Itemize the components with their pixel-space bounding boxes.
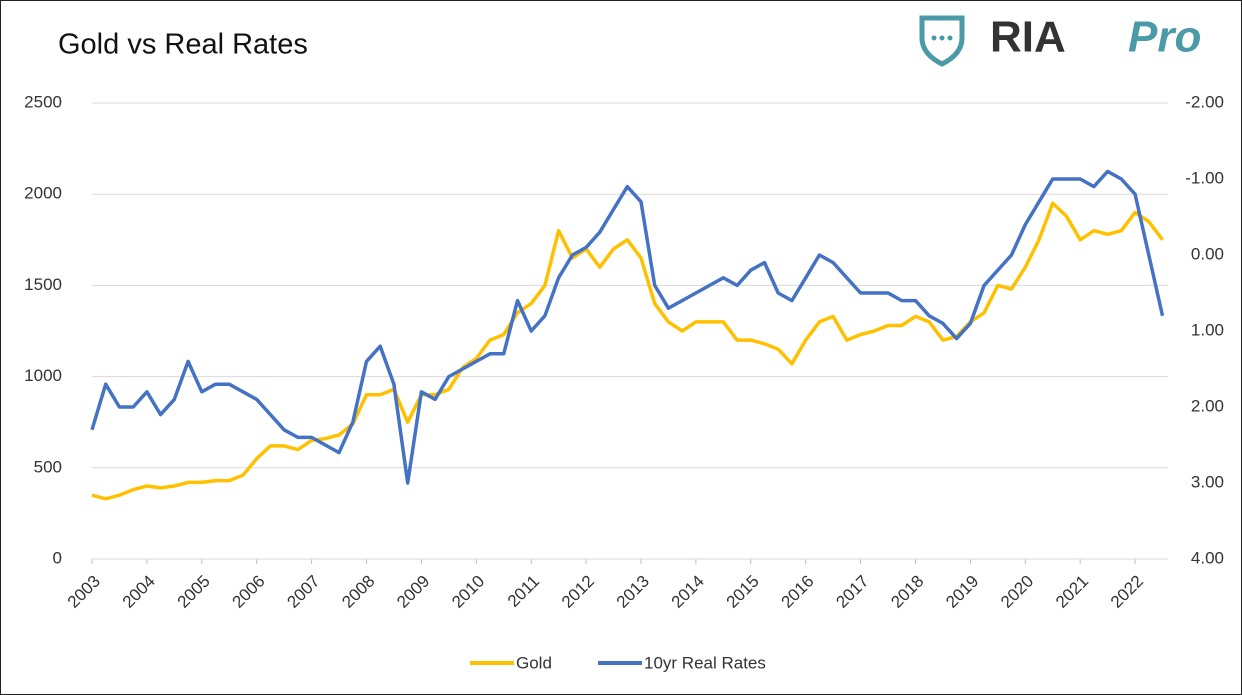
y2-tick-label: 3.00 xyxy=(1191,472,1224,491)
logo-shield xyxy=(919,15,965,67)
y-tick-label: 2000 xyxy=(24,184,62,203)
logo-dot xyxy=(947,35,953,41)
y-tick-label: 0 xyxy=(53,548,62,567)
y-tick-label: 2500 xyxy=(24,92,62,111)
data-line xyxy=(90,169,1165,485)
chart-title: Gold vs Real Rates xyxy=(58,29,308,61)
y2-tick-label: 0.00 xyxy=(1191,244,1224,263)
y2-tick-label: 1.00 xyxy=(1191,320,1224,339)
logo-dot xyxy=(931,35,937,41)
y-tick-label: 1000 xyxy=(24,366,62,385)
logo-dot xyxy=(939,35,945,41)
logo: RIA Pro xyxy=(919,13,1201,67)
legend-label: 10yr Real Rates xyxy=(644,653,766,672)
y-tick-label: 500 xyxy=(34,457,62,476)
y2-tick-label: 2.00 xyxy=(1191,396,1224,415)
y2-tick-label: -2.00 xyxy=(1185,92,1224,111)
y2-tick-label: 4.00 xyxy=(1191,548,1224,567)
y-tick-label: 1500 xyxy=(24,275,62,294)
logo-text: RIA xyxy=(990,13,1066,62)
y2-tick-label: -1.00 xyxy=(1185,168,1224,187)
logo-text: Pro xyxy=(1128,13,1201,62)
legend-label: Gold xyxy=(516,653,552,672)
data-line xyxy=(91,201,1164,501)
